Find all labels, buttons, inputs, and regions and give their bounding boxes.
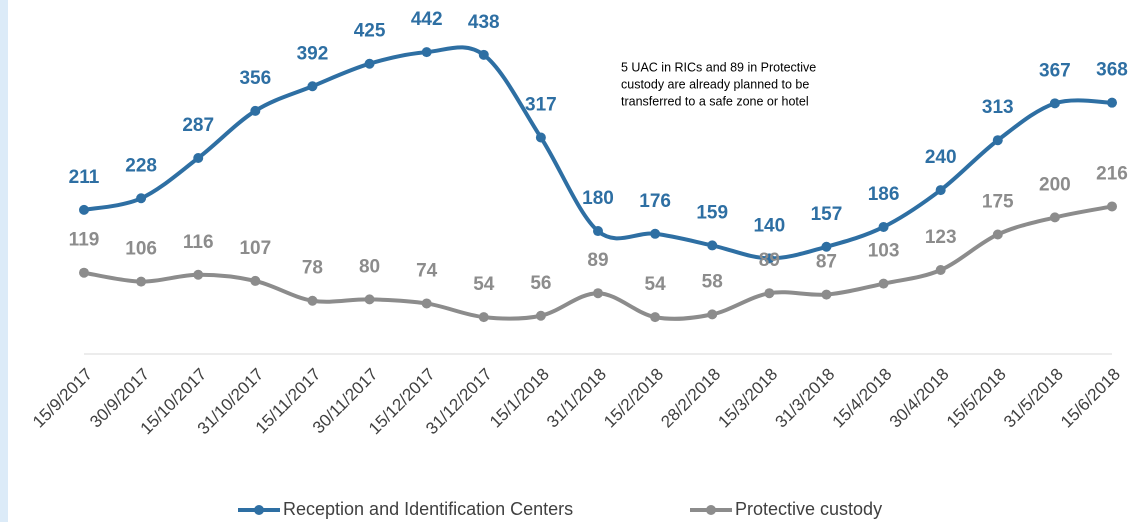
value-label: 180 xyxy=(582,188,614,209)
value-label: 186 xyxy=(868,184,900,205)
x-tick-label: 15/9/2017 xyxy=(29,365,96,432)
point xyxy=(421,47,432,58)
value-label: 392 xyxy=(297,43,329,64)
legend-marker xyxy=(706,505,716,515)
point xyxy=(650,312,661,323)
value-label: 54 xyxy=(473,274,495,295)
value-label: 74 xyxy=(416,260,438,281)
value-label: 438 xyxy=(468,12,500,33)
point xyxy=(707,309,718,320)
value-label: 228 xyxy=(125,155,157,176)
x-tick-label: 15/4/2018 xyxy=(829,365,896,432)
value-label: 157 xyxy=(811,204,843,225)
point xyxy=(992,229,1003,240)
annotation: transferred to a safe zone or hotel xyxy=(621,94,809,108)
point xyxy=(421,298,432,309)
value-label: 367 xyxy=(1039,60,1071,81)
annotation: 5 UAC in RICs and 89 in Protective xyxy=(621,60,816,74)
point xyxy=(935,185,946,196)
point xyxy=(79,204,89,215)
point xyxy=(1107,97,1117,108)
x-tick-label: 28/2/2018 xyxy=(657,365,724,432)
point xyxy=(1049,212,1060,223)
point xyxy=(307,81,318,92)
value-label: 89 xyxy=(587,250,608,271)
point xyxy=(878,278,889,289)
point xyxy=(1107,201,1117,212)
value-label: 103 xyxy=(868,241,900,262)
point xyxy=(878,221,889,232)
point xyxy=(535,310,546,321)
value-label: 211 xyxy=(69,167,100,188)
x-tick-label: 31/3/2018 xyxy=(772,365,839,432)
point xyxy=(593,288,603,299)
point xyxy=(307,295,318,306)
x-tick-label: 31/1/2018 xyxy=(543,365,610,432)
value-label: 425 xyxy=(354,21,386,42)
x-tick-label: 15/5/2018 xyxy=(943,365,1010,432)
value-label: 175 xyxy=(982,191,1014,212)
point xyxy=(535,132,546,143)
value-label: 140 xyxy=(753,215,785,236)
value-label: 106 xyxy=(125,239,157,260)
point xyxy=(992,135,1003,146)
point xyxy=(136,193,147,204)
value-label: 116 xyxy=(183,232,214,253)
value-label: 200 xyxy=(1039,174,1071,195)
legend-label: Reception and Identification Centers xyxy=(283,499,573,519)
point xyxy=(650,228,661,239)
legend-marker xyxy=(254,505,264,515)
x-tick-label: 15/3/2018 xyxy=(714,365,781,432)
legend-label: Protective custody xyxy=(735,499,882,519)
point xyxy=(250,275,261,286)
value-label: 287 xyxy=(182,115,214,136)
point xyxy=(250,105,261,116)
value-label: 356 xyxy=(239,68,271,89)
point xyxy=(364,58,375,69)
point xyxy=(364,294,375,305)
value-label: 159 xyxy=(696,202,728,223)
annotation: custody are already planned to be xyxy=(621,77,809,91)
point xyxy=(478,312,489,323)
point xyxy=(593,226,603,237)
value-label: 313 xyxy=(982,97,1014,118)
point xyxy=(193,269,204,280)
x-tick-label: 31/5/2018 xyxy=(1000,365,1067,432)
value-label: 368 xyxy=(1096,60,1128,81)
value-label: 240 xyxy=(925,147,957,168)
value-label: 78 xyxy=(302,258,323,279)
value-label: 317 xyxy=(525,95,557,116)
point xyxy=(821,241,832,252)
point xyxy=(764,288,775,299)
point xyxy=(136,276,147,287)
point xyxy=(707,240,718,251)
point xyxy=(1049,98,1060,109)
value-label: 56 xyxy=(530,273,551,294)
x-tick-label: 30/4/2018 xyxy=(886,365,953,432)
value-label: 176 xyxy=(639,191,671,212)
x-tick-label: 15/6/2018 xyxy=(1057,365,1124,432)
value-label: 89 xyxy=(759,250,780,271)
point xyxy=(79,267,89,278)
x-tick-label: 15/1/2018 xyxy=(486,365,553,432)
value-label: 123 xyxy=(925,227,957,248)
point xyxy=(193,152,204,163)
value-label: 119 xyxy=(69,230,100,251)
point xyxy=(821,289,832,300)
value-label: 80 xyxy=(359,256,380,277)
point xyxy=(935,264,946,275)
value-label: 216 xyxy=(1096,163,1128,184)
value-label: 87 xyxy=(816,252,837,273)
value-label: 54 xyxy=(645,274,667,295)
value-label: 442 xyxy=(411,9,443,30)
point xyxy=(478,49,489,60)
side-strip xyxy=(0,0,8,522)
value-label: 107 xyxy=(239,238,271,259)
point xyxy=(764,253,775,264)
x-tick-label: 15/2/2018 xyxy=(600,365,667,432)
value-label: 58 xyxy=(702,271,723,292)
